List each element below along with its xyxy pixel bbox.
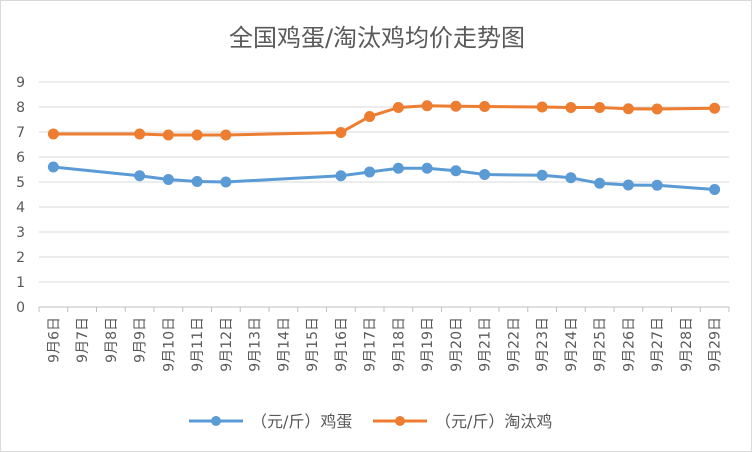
x-tick-label: 9月25日 xyxy=(593,317,609,372)
data-point xyxy=(364,111,376,122)
y-tick-label: 2 xyxy=(16,250,25,266)
x-tick-label: 9月8日 xyxy=(104,317,120,363)
gridlines xyxy=(39,81,729,283)
data-point xyxy=(594,102,606,113)
x-tick-label: 9月27日 xyxy=(650,317,666,372)
data-point xyxy=(162,129,174,141)
y-tick-label: 6 xyxy=(16,150,25,166)
legend-item-1: （元/斤）鸡蛋 xyxy=(189,412,352,431)
x-tick-label: 9月17日 xyxy=(363,317,379,372)
x-tick-label: 9月13日 xyxy=(248,317,264,372)
y-tick-label: 5 xyxy=(16,175,25,191)
data-point xyxy=(392,102,404,113)
data-point xyxy=(134,128,146,140)
legend: （元/斤）鸡蛋 （元/斤）淘汰鸡 xyxy=(189,412,552,431)
x-axis xyxy=(38,306,730,312)
x-tick-label: 9月29日 xyxy=(708,317,724,372)
x-tick-label: 9月23日 xyxy=(535,317,551,372)
x-tick-label: 9月21日 xyxy=(478,317,494,372)
x-tick-label: 9月11日 xyxy=(190,317,206,372)
data-point xyxy=(479,169,491,180)
series-1 xyxy=(47,161,721,195)
x-tick-label: 9月22日 xyxy=(506,317,522,372)
y-tick-label: 4 xyxy=(16,200,25,216)
chart-title: 全国鸡蛋/淘汰鸡均价走势图 xyxy=(229,24,525,52)
data-point xyxy=(162,174,174,185)
x-tick-label: 9月10日 xyxy=(161,317,177,372)
data-point xyxy=(709,102,721,114)
x-tick-label: 9月16日 xyxy=(334,317,350,372)
data-point xyxy=(450,165,462,177)
data-point xyxy=(421,162,433,174)
x-tick-label: 9月24日 xyxy=(564,317,580,372)
data-point xyxy=(622,103,634,115)
data-point xyxy=(134,170,146,182)
x-tick-label: 9月28日 xyxy=(679,317,695,372)
data-point xyxy=(651,179,663,191)
series-2 xyxy=(47,100,721,141)
data-point xyxy=(335,170,347,182)
x-tick-label: 9月19日 xyxy=(420,317,436,372)
y-tick-label: 1 xyxy=(16,275,25,291)
x-tick-label: 9月12日 xyxy=(219,317,235,372)
x-tick-label: 9月20日 xyxy=(449,317,465,372)
series-layer xyxy=(47,100,721,195)
data-point xyxy=(651,103,663,115)
x-tick-label: 9月15日 xyxy=(305,317,321,372)
data-point xyxy=(536,169,548,181)
x-tick-label: 9月7日 xyxy=(75,317,91,363)
legend-swatch-marker xyxy=(211,416,221,426)
data-point xyxy=(220,176,232,188)
x-tick-label: 9月6日 xyxy=(46,317,62,363)
data-point xyxy=(622,179,634,191)
data-point xyxy=(594,177,606,189)
x-axis-ticks: 9月6日 9月7日 9月8日 9月9日 9月10日 9月11日 9月12日 9月13日 9月14… xyxy=(46,317,723,372)
data-point xyxy=(536,101,548,113)
legend-swatch-marker xyxy=(395,416,405,426)
series-line xyxy=(53,104,715,137)
data-point xyxy=(392,162,404,174)
x-tick-label: 9月9日 xyxy=(133,317,149,363)
data-point xyxy=(220,129,232,141)
data-point xyxy=(479,101,491,112)
data-point xyxy=(450,100,462,112)
x-tick-label: 9月26日 xyxy=(621,317,637,372)
data-point xyxy=(191,129,203,141)
y-tick-label: 7 xyxy=(16,125,25,141)
y-axis-ticks: 0 1 2 3 4 5 6 7 8 9 xyxy=(16,75,25,316)
data-point xyxy=(565,172,577,184)
x-tick-label: 9月18日 xyxy=(391,317,407,372)
y-tick-label: 9 xyxy=(16,75,25,91)
data-point xyxy=(364,166,376,178)
data-point xyxy=(47,128,59,140)
data-point xyxy=(565,102,577,113)
series-line xyxy=(53,165,715,191)
legend-label: （元/斤）淘汰鸡 xyxy=(435,412,552,431)
x-tick-label: 9月14日 xyxy=(276,317,292,372)
data-point xyxy=(709,184,721,195)
y-tick-label: 8 xyxy=(16,100,25,116)
data-point xyxy=(47,161,59,173)
legend-label: （元/斤）鸡蛋 xyxy=(251,412,352,431)
data-point xyxy=(421,100,433,112)
y-tick-label: 3 xyxy=(16,225,25,241)
data-point xyxy=(191,176,203,187)
data-point xyxy=(335,127,347,138)
y-tick-label: 0 xyxy=(16,300,25,316)
legend-item-2: （元/斤）淘汰鸡 xyxy=(373,412,552,431)
